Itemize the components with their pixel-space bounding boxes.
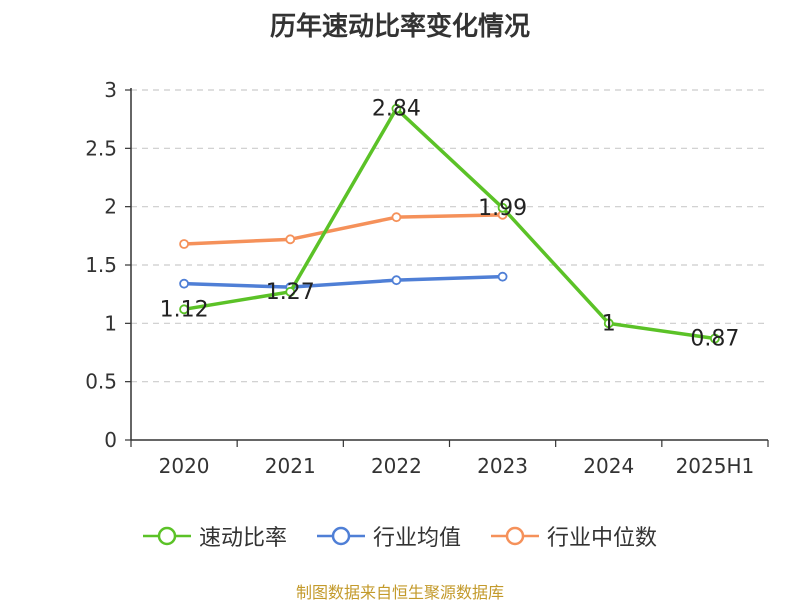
data-point (497, 202, 508, 213)
data-point (603, 318, 614, 329)
legend: 速动比率 行业均值 行业中位数 (0, 520, 800, 552)
legend-label-industry-mean: 行业均值 (372, 526, 461, 551)
data-point (285, 234, 296, 245)
legend-swatch-quick-ratio (142, 526, 191, 546)
data-label: 1.99 (478, 196, 527, 221)
chart-title: 历年速动比率变化情况 (269, 12, 530, 42)
data-label: 0.87 (690, 327, 739, 352)
data-label: 1.27 (266, 280, 315, 305)
y-tick-label: 2 (104, 195, 117, 219)
legend-label-quick-ratio: 速动比率 (198, 526, 287, 551)
data-point (179, 239, 189, 249)
y-tick-label: 0.5 (85, 370, 117, 394)
legend-item-quick-ratio[interactable]: 速动比率 (142, 520, 287, 552)
series-line (184, 213, 503, 246)
x-tick-label: 2021 (265, 454, 316, 478)
y-tick-label: 1.5 (85, 253, 117, 277)
x-tick-label: 2025H1 (676, 454, 755, 478)
series-line (183, 106, 716, 341)
data-point (179, 304, 189, 315)
data-point (391, 275, 402, 286)
data-point (285, 286, 296, 297)
y-tick-label: 0 (104, 428, 117, 452)
legend-swatch-industry-median (491, 526, 539, 546)
y-tick-label: 3 (104, 78, 117, 102)
y-tick-label: 1 (104, 311, 117, 335)
data-label: 1.12 (160, 297, 209, 322)
x-tick-label: 2024 (583, 454, 634, 478)
legend-label-industry-median: 行业中位数 (547, 526, 658, 551)
data-label: 2.84 (372, 97, 421, 122)
legend-swatch-industry-mean (316, 526, 365, 546)
data-label: 1 (602, 311, 616, 336)
x-tick-label: 2020 (159, 454, 210, 478)
data-point (497, 271, 508, 282)
legend-item-industry-mean[interactable]: 行业均值 (316, 520, 461, 552)
source-note: 制图数据来自恒生聚源数据库 (295, 583, 504, 602)
legend-item-industry-median[interactable]: 行业中位数 (491, 520, 657, 552)
data-point (179, 278, 189, 289)
data-point (391, 212, 402, 223)
x-tick-label: 2023 (477, 454, 528, 478)
x-tick-label: 2022 (371, 454, 422, 478)
y-tick-label: 2.5 (85, 136, 117, 160)
series-line (184, 274, 503, 289)
data-point (391, 103, 402, 114)
data-point (710, 333, 720, 344)
